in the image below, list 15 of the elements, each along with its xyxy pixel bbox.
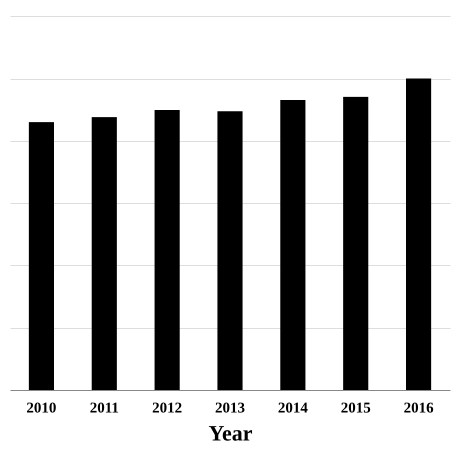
x-tick-label: 2013 (215, 400, 245, 416)
x-tick-label: 2012 (152, 400, 182, 416)
bar (92, 117, 117, 390)
bar (154, 110, 180, 390)
x-tick-label: 2014 (278, 400, 308, 416)
x-tick-label: 2016 (404, 400, 434, 416)
bar (280, 100, 306, 390)
bar (28, 122, 54, 390)
bar (406, 78, 432, 390)
bar (217, 111, 243, 390)
bar (343, 96, 368, 390)
x-tick-label: 2011 (90, 400, 119, 416)
x-tick-label: 2010 (26, 400, 56, 416)
x-tick-label: 2015 (340, 400, 371, 416)
x-axis-title: Year (208, 420, 253, 446)
